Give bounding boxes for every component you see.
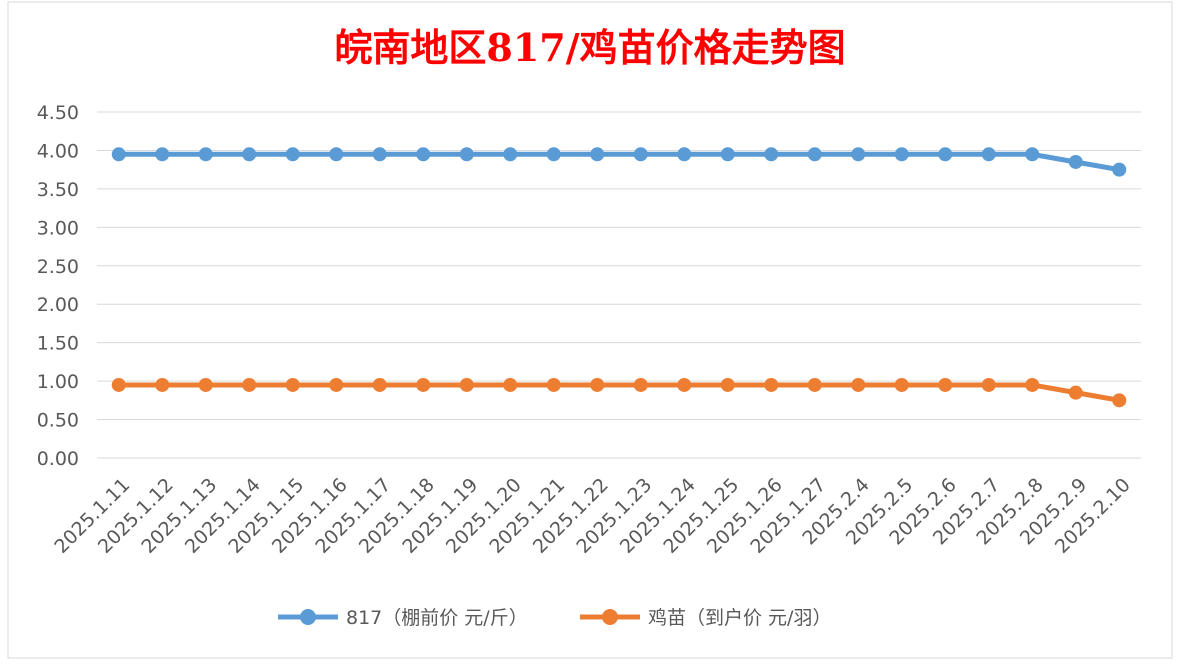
data-point <box>981 377 996 392</box>
y-tick-label: 2.00 <box>37 294 79 316</box>
y-tick-label: 1.00 <box>37 371 79 393</box>
data-point <box>633 377 648 392</box>
data-point <box>720 377 735 392</box>
data-point <box>372 377 387 392</box>
data-point <box>851 377 866 392</box>
data-point <box>1068 154 1083 169</box>
data-point <box>503 147 518 162</box>
data-point <box>329 147 344 162</box>
data-point <box>851 147 866 162</box>
data-point <box>894 377 909 392</box>
data-point <box>938 147 953 162</box>
data-point <box>329 377 344 392</box>
y-tick-label: 0.00 <box>37 448 79 470</box>
gridlines <box>97 111 1141 459</box>
data-point <box>111 147 126 162</box>
data-point <box>242 377 257 392</box>
legend: 817（棚前价 元/斤） 鸡苗（到户价 元/羽） <box>278 607 831 629</box>
series-line <box>116 382 1122 403</box>
data-point <box>155 377 170 392</box>
data-point <box>1068 385 1083 400</box>
data-point <box>285 147 300 162</box>
data-point <box>1025 377 1040 392</box>
legend-marker <box>300 609 316 625</box>
data-point <box>1025 147 1040 162</box>
data-point <box>590 377 605 392</box>
data-point <box>807 147 822 162</box>
y-axis-ticks: 0.00 0.50 1.00 1.50 2.00 2.50 3.00 3.50 4.00 4.50 <box>37 102 79 470</box>
data-point <box>111 377 126 392</box>
y-tick-label: 3.00 <box>37 217 79 239</box>
y-tick-label: 2.50 <box>37 256 79 278</box>
y-tick-label: 4.00 <box>37 140 79 162</box>
data-point <box>677 377 692 392</box>
data-point <box>198 147 213 162</box>
data-point <box>198 377 213 392</box>
legend-label: 鸡苗（到户价 元/羽） <box>648 607 831 629</box>
data-point <box>459 377 474 392</box>
data-point <box>938 377 953 392</box>
legend-label: 817（棚前价 元/斤） <box>346 607 528 629</box>
chart-title: 皖南地区817/鸡苗价格走势图 <box>334 25 845 70</box>
data-point <box>416 377 431 392</box>
data-point <box>633 147 648 162</box>
data-point <box>285 377 300 392</box>
y-tick-label: 1.50 <box>37 333 79 355</box>
data-point <box>416 147 431 162</box>
data-point <box>1112 162 1127 177</box>
series-group <box>111 147 1127 408</box>
data-point <box>894 147 909 162</box>
legend-item: 817（棚前价 元/斤） <box>278 607 528 629</box>
data-point <box>764 377 779 392</box>
chart-border <box>7 1 1173 659</box>
data-point <box>764 147 779 162</box>
data-point <box>590 147 605 162</box>
data-point <box>981 147 996 162</box>
data-point <box>677 147 692 162</box>
data-point <box>503 377 518 392</box>
data-point <box>242 147 257 162</box>
x-axis-ticks: 2025.1.112025.1.122025.1.132025.1.142025… <box>50 474 1134 558</box>
legend-marker <box>602 609 618 625</box>
data-point <box>155 147 170 162</box>
series-1 <box>111 147 1127 177</box>
data-point <box>372 147 387 162</box>
data-point <box>1112 393 1127 408</box>
data-point <box>720 147 735 162</box>
legend-item: 鸡苗（到户价 元/羽） <box>580 607 831 629</box>
series-2 <box>111 377 1127 408</box>
data-point <box>546 377 561 392</box>
y-tick-label: 3.50 <box>37 179 79 201</box>
data-point <box>807 377 822 392</box>
data-point <box>546 147 561 162</box>
y-tick-label: 4.50 <box>37 102 79 124</box>
y-tick-label: 0.50 <box>37 410 79 432</box>
data-point <box>459 147 474 162</box>
series-line <box>116 151 1122 173</box>
